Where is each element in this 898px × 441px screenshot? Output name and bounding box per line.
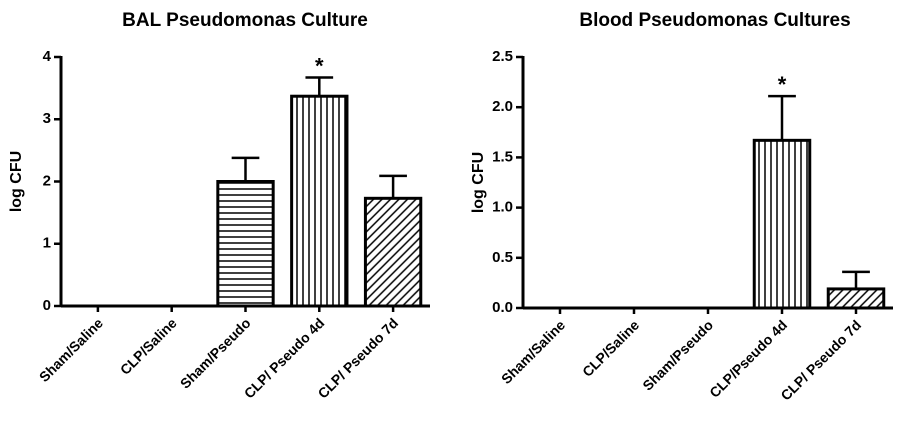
x-tick-label: CLP/ Pseudo 7d [777,317,864,404]
bar [752,138,812,310]
y-tick-label: 0.0 [492,299,513,316]
bar [216,180,275,308]
y-tick-label: 1.0 [492,199,513,216]
x-tick-label: CLP/Saline [579,317,642,380]
bar [363,196,423,308]
x-tick-label: CLP/ Pseudo 7d [315,315,402,402]
y-tick-label: 0.5 [492,249,513,266]
x-tick-label: CLP/Saline [117,315,180,378]
x-tick-label: Sham/Pseudo [639,317,716,394]
x-tick-label: CLP/Pseudo 4d [706,317,790,401]
x-tick-label: Sham/Saline [36,315,106,385]
y-tick-label: 0 [43,297,51,314]
bar [290,94,349,308]
annotation: * [778,72,787,97]
x-tick-label: Sham/Pseudo [177,315,254,392]
x-tick-label: CLP/ Pseudo 4d [241,315,328,402]
y-tick-label: 2 [43,172,51,189]
y-axis-label: log CFU [470,152,487,213]
y-tick-label: 2.5 [492,48,513,65]
y-tick-label: 1.5 [492,148,513,165]
chart-title: BAL Pseudomonas Culture [122,10,368,31]
y-tick-label: 4 [43,48,52,65]
y-tick-label: 2.0 [492,98,513,115]
y-tick-label: 3 [43,110,51,127]
y-axis-label: log CFU [8,151,25,212]
bar [826,287,886,310]
y-tick-label: 1 [43,235,51,252]
x-tick-label: Sham/Saline [498,317,568,387]
chart-title: Blood Pseudomonas Cultures [579,10,850,31]
annotation: * [315,54,324,79]
